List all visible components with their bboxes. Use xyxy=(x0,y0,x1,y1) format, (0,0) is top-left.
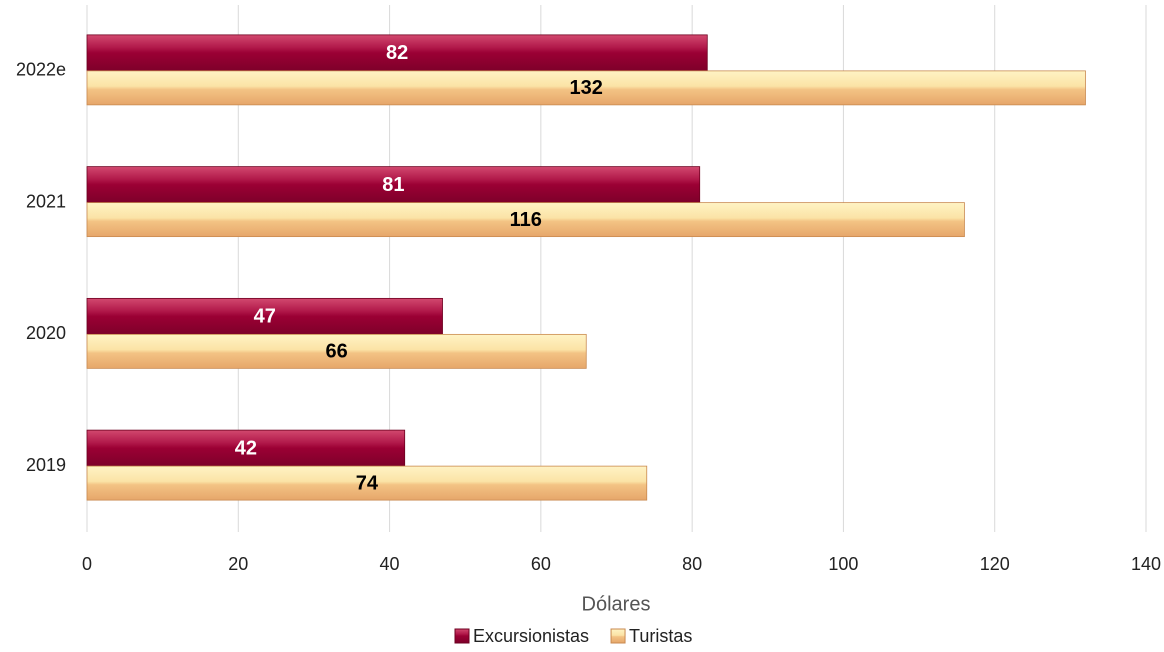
data-label: 66 xyxy=(325,341,347,363)
x-tick-label: 0 xyxy=(82,554,92,574)
bar xyxy=(86,465,648,501)
data-label: 82 xyxy=(386,42,408,64)
data-label: 42 xyxy=(235,437,257,459)
data-label: 81 xyxy=(382,174,404,196)
legend-label: Turistas xyxy=(629,626,692,646)
bar xyxy=(86,70,1086,106)
x-tick-label: 60 xyxy=(531,554,551,574)
x-axis-title: Dólares xyxy=(582,593,651,615)
data-label: 47 xyxy=(254,306,276,328)
y-tick-label: 2020 xyxy=(26,323,66,343)
bar xyxy=(86,202,965,238)
x-tick-label: 120 xyxy=(980,554,1010,574)
legend-swatch xyxy=(610,628,626,644)
x-tick-label: 20 xyxy=(228,554,248,574)
bar xyxy=(86,429,406,467)
y-tick-label: 2021 xyxy=(26,191,66,211)
y-tick-label: 2019 xyxy=(26,455,66,475)
y-tick-label: 2022e xyxy=(16,60,66,80)
bar xyxy=(86,297,443,335)
data-label: 74 xyxy=(356,472,379,494)
data-label: 116 xyxy=(510,209,542,231)
bar xyxy=(86,166,701,204)
x-tick-label: 100 xyxy=(828,554,858,574)
data-label: 132 xyxy=(570,77,603,99)
bar xyxy=(86,333,587,369)
x-tick-label: 40 xyxy=(380,554,400,574)
x-tick-label: 80 xyxy=(682,554,702,574)
legend-label: Excursionistas xyxy=(473,626,589,646)
x-tick-label: 140 xyxy=(1131,554,1161,574)
legend-swatch xyxy=(454,628,470,644)
bar xyxy=(86,34,708,72)
